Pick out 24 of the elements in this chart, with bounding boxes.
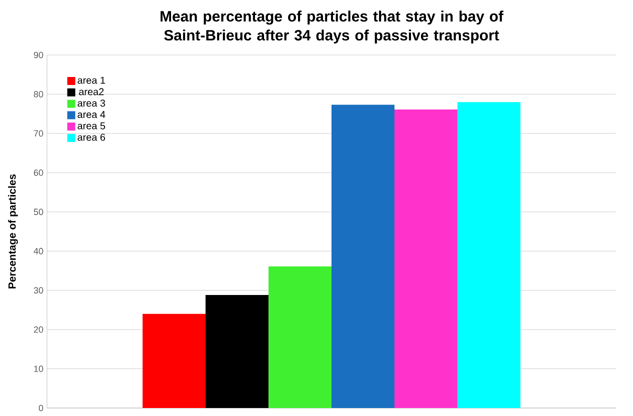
bar	[206, 295, 269, 408]
y-tick-label: 70	[34, 130, 44, 137]
y-tick-label: 40	[34, 248, 44, 254]
bar	[457, 102, 520, 408]
y-tick-label: 50	[34, 208, 44, 216]
bar	[268, 266, 332, 408]
chart-title: Mean percentage of particles that stay in bay of Saint-Brieuc after 34 days of passive transport	[160, 10, 504, 44]
legend-label: area 3	[78, 100, 106, 107]
y-axis-title: Percentage of particles	[8, 174, 18, 288]
y-tick-label: 0	[38, 404, 44, 412]
legend-label: area 6	[78, 134, 106, 141]
legend-label: area 4	[78, 111, 106, 118]
legend-label: area2	[79, 88, 104, 96]
y-tick-label: 90	[34, 52, 44, 58]
y-tick-label: 20	[34, 326, 44, 333]
y-tick-label: 80	[34, 91, 44, 98]
legend-label: area 5	[78, 122, 106, 130]
y-tick-label: 30	[34, 287, 44, 294]
legend-label: area 1	[78, 76, 106, 84]
bar	[332, 104, 394, 408]
y-tick-label: 60	[34, 169, 44, 176]
bar	[142, 314, 206, 408]
bar	[394, 110, 458, 408]
y-tick-label: 10	[34, 366, 44, 372]
